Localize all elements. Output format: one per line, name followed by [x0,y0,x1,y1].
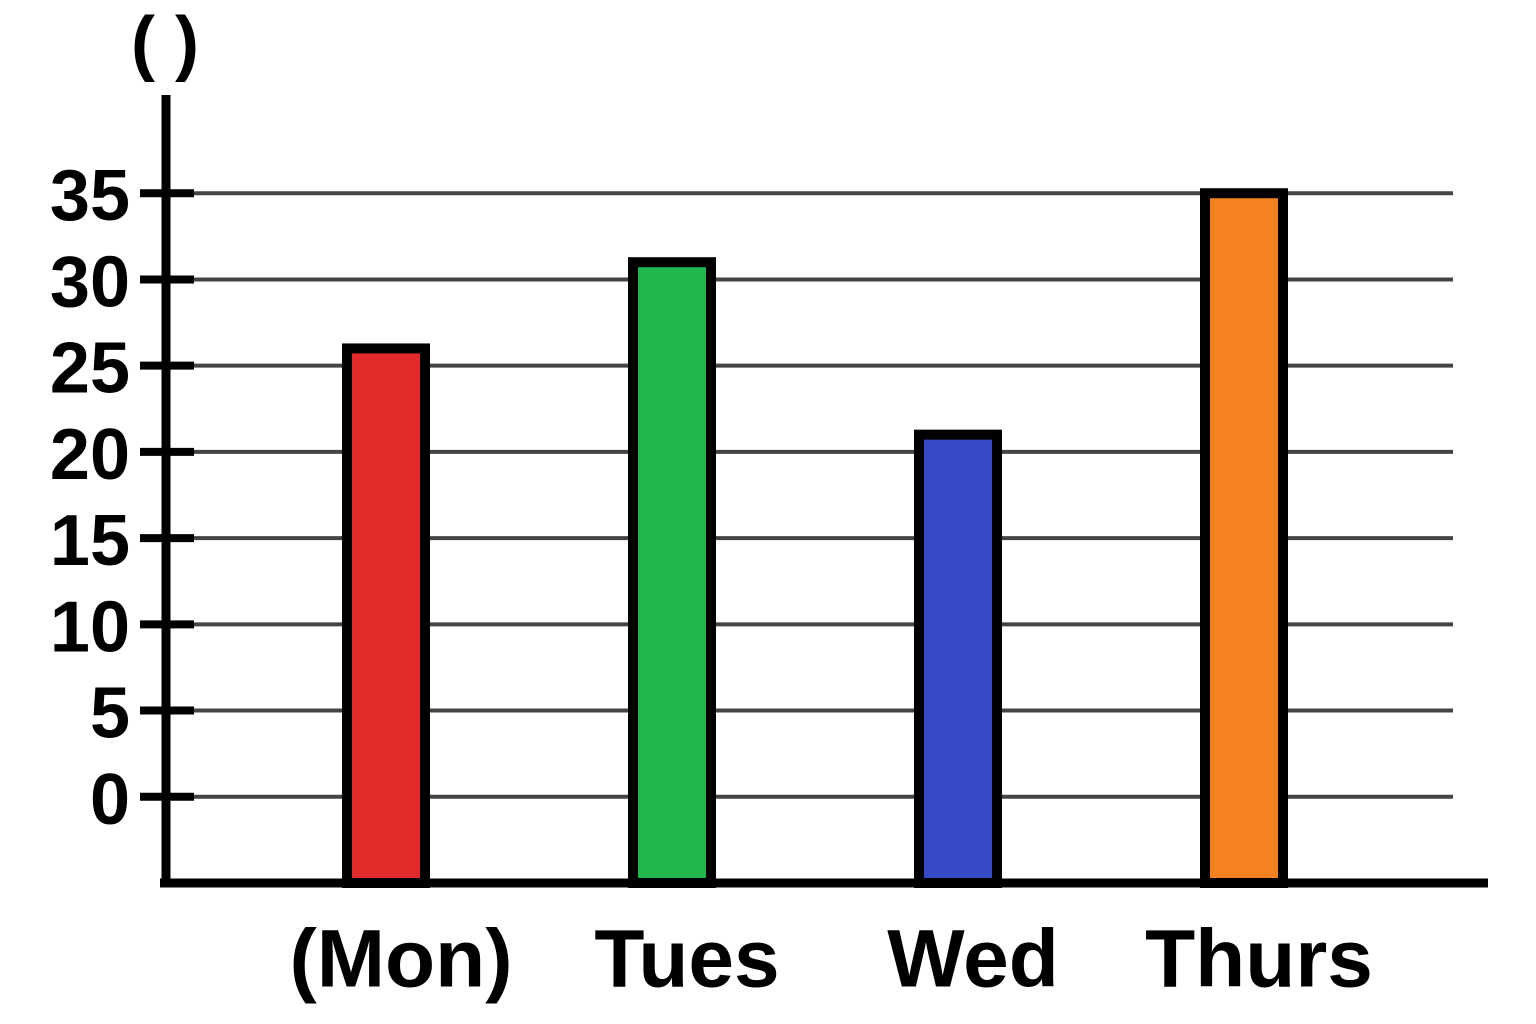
y-tick-label: 0 [90,760,130,840]
y-tick-label: 10 [50,587,130,667]
y-tick-label: 25 [50,329,130,409]
y-tick-label: 20 [50,415,130,495]
bar [1200,188,1288,888]
chart-title: ( ) [131,3,199,83]
y-tick-label: 30 [50,242,130,322]
bar [914,429,1002,888]
bar [628,257,716,888]
y-tick-label: 15 [50,501,130,581]
x-tick-label: Tues [594,914,779,1005]
x-tick-label: Thurs [1145,914,1373,1005]
y-tick-label: 5 [90,674,130,754]
y-tick-label: 35 [50,156,130,236]
x-tick-label: Wed [887,914,1059,1005]
x-tick-label: (Mon) [289,914,512,1005]
bar [342,343,430,888]
